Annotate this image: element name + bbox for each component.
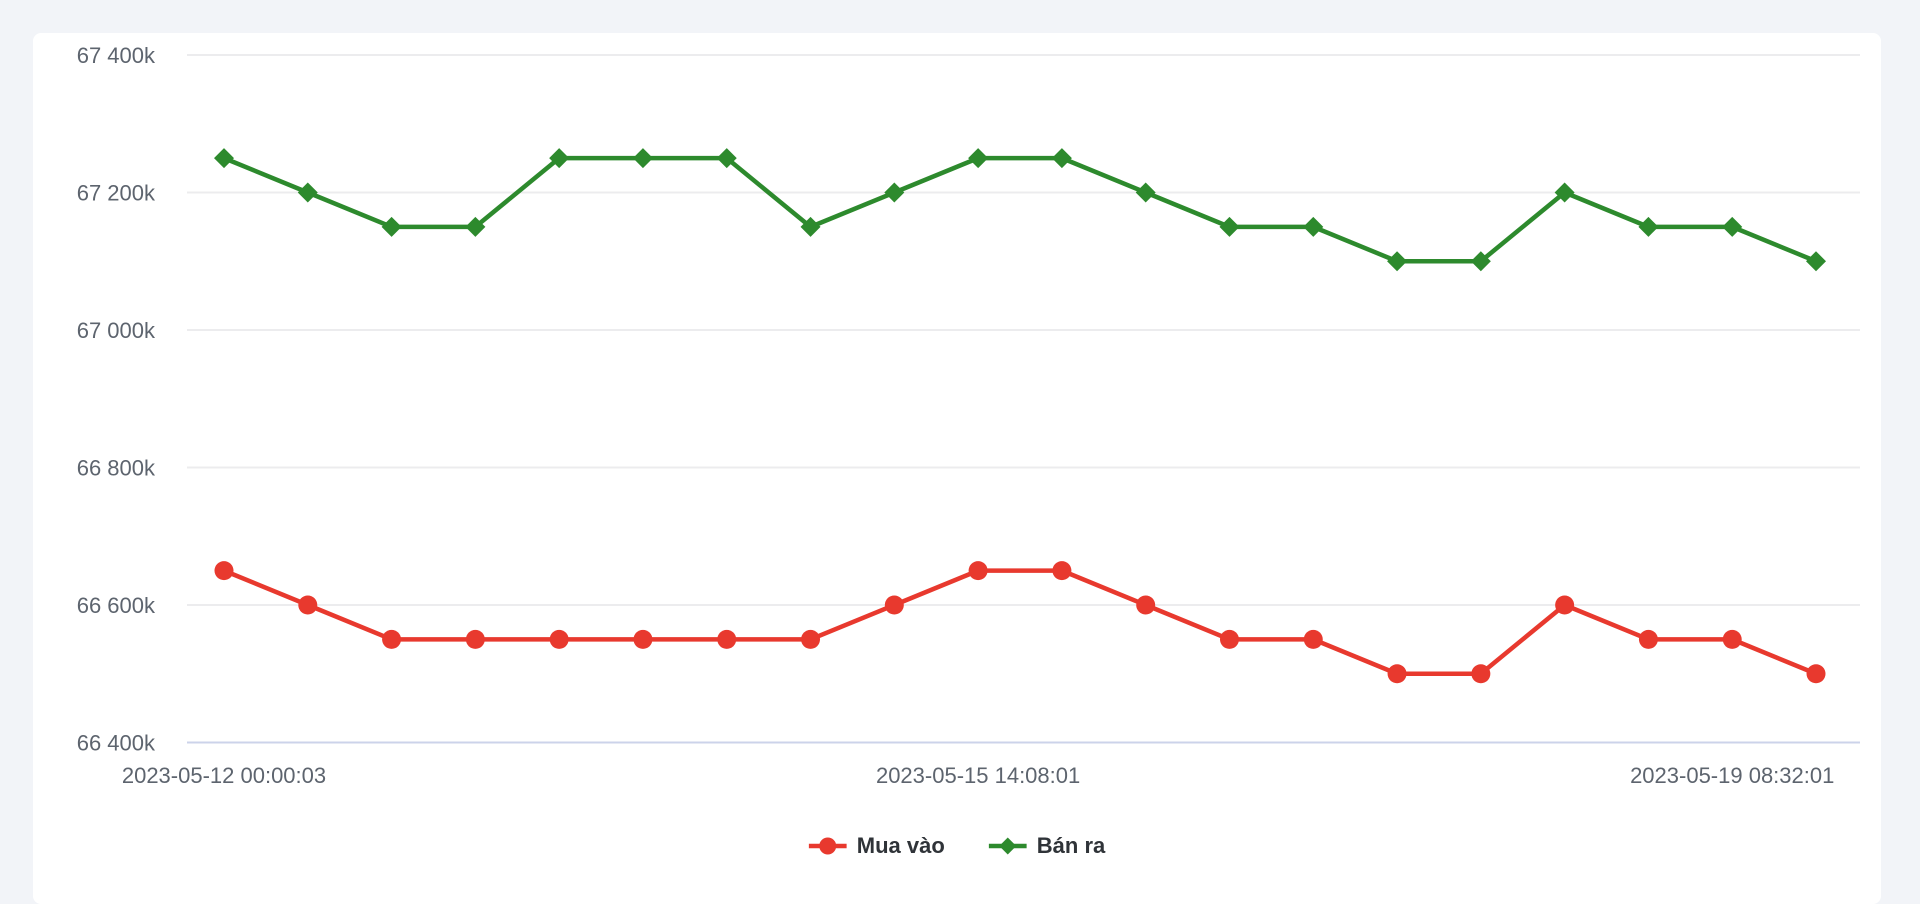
data-point-marker[interactable] bbox=[1303, 216, 1324, 237]
data-point-marker[interactable] bbox=[1387, 664, 1407, 684]
data-point-marker[interactable] bbox=[1555, 595, 1575, 615]
x-axis-tick-label: 2023-05-19 08:32:01 bbox=[1630, 763, 1834, 788]
legend-item-ban-ra[interactable]: Bán ra bbox=[988, 833, 1106, 859]
data-point-marker[interactable] bbox=[633, 629, 653, 649]
data-point-marker[interactable] bbox=[1219, 216, 1240, 237]
legend-label: Mua vào bbox=[856, 833, 945, 858]
x-axis-tick-label: 2023-05-12 00:00:03 bbox=[122, 763, 326, 788]
data-point-marker[interactable] bbox=[549, 629, 569, 649]
data-point-marker[interactable] bbox=[298, 595, 318, 615]
data-point-marker[interactable] bbox=[1136, 595, 1156, 615]
data-point-marker[interactable] bbox=[381, 216, 402, 237]
data-point-marker[interactable] bbox=[1638, 216, 1659, 237]
legend-label: Bán ra bbox=[1036, 833, 1106, 858]
series-line-1 bbox=[221, 155, 1819, 264]
data-point-marker[interactable] bbox=[1470, 251, 1491, 272]
data-point-marker[interactable] bbox=[1554, 182, 1575, 203]
data-point-marker[interactable] bbox=[549, 148, 570, 169]
data-point-marker[interactable] bbox=[968, 148, 989, 169]
data-point-marker[interactable] bbox=[884, 182, 905, 203]
data-point-marker[interactable] bbox=[717, 629, 737, 649]
data-point-marker[interactable] bbox=[632, 148, 653, 169]
data-point-marker[interactable] bbox=[1638, 629, 1658, 649]
data-point-marker[interactable] bbox=[1722, 216, 1743, 237]
data-point-marker[interactable] bbox=[465, 216, 486, 237]
legend-marker-diamond-icon bbox=[988, 837, 1027, 855]
y-axis-tick-label: 66 800k bbox=[77, 456, 156, 481]
legend-item-mua-vao[interactable]: Mua vào bbox=[808, 833, 945, 859]
data-point-marker[interactable] bbox=[1722, 629, 1742, 649]
y-axis-tick-label: 66 600k bbox=[77, 593, 156, 618]
data-point-marker[interactable] bbox=[1387, 251, 1408, 272]
data-point-marker[interactable] bbox=[1303, 629, 1323, 649]
data-point-marker[interactable] bbox=[297, 182, 318, 203]
data-point-marker[interactable] bbox=[1806, 251, 1827, 272]
data-point-marker[interactable] bbox=[968, 561, 988, 581]
data-point-marker[interactable] bbox=[884, 595, 904, 615]
y-axis-tick-label: 67 400k bbox=[77, 43, 156, 68]
line-chart-plot[interactable]: 67 400k 67 200k 67 000k 66 800k 66 600k 66 40… bbox=[33, 33, 1881, 813]
data-point-marker[interactable] bbox=[214, 561, 234, 581]
data-point-marker[interactable] bbox=[214, 148, 234, 169]
data-point-marker[interactable] bbox=[1052, 561, 1072, 581]
data-point-marker[interactable] bbox=[1471, 664, 1491, 684]
data-point-marker[interactable] bbox=[1051, 148, 1072, 169]
y-axis-tick-label: 67 000k bbox=[77, 318, 156, 343]
y-axis-tick-label: 66 400k bbox=[77, 731, 156, 756]
data-point-marker[interactable] bbox=[465, 629, 485, 649]
data-point-marker[interactable] bbox=[382, 629, 402, 649]
chart-card: 67 400k 67 200k 67 000k 66 800k 66 600k 66 40… bbox=[33, 33, 1881, 904]
data-point-marker[interactable] bbox=[801, 629, 821, 649]
chart-legend: Mua vào Bán ra bbox=[808, 833, 1106, 859]
data-point-marker[interactable] bbox=[1806, 664, 1826, 684]
data-point-marker[interactable] bbox=[800, 216, 821, 237]
data-point-marker[interactable] bbox=[716, 148, 737, 169]
y-axis-tick-label: 67 200k bbox=[77, 181, 156, 206]
legend-marker-circle-icon bbox=[808, 837, 847, 855]
x-axis-tick-label: 2023-05-15 14:08:01 bbox=[876, 763, 1080, 788]
data-point-marker[interactable] bbox=[1219, 629, 1239, 649]
data-point-marker[interactable] bbox=[1135, 182, 1156, 203]
series-line-0 bbox=[221, 568, 1819, 676]
